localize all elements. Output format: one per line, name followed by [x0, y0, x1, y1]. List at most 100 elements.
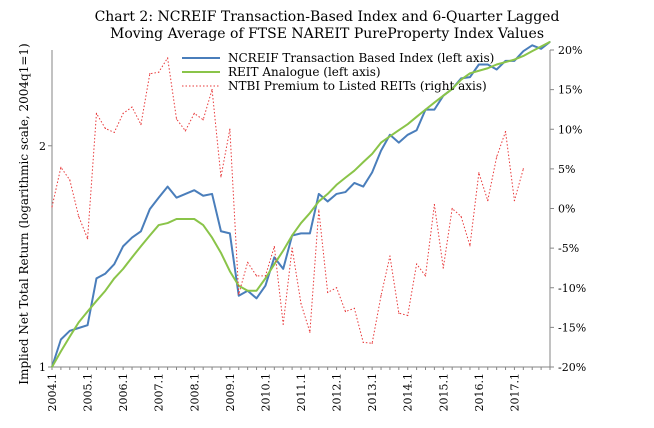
data-point	[469, 245, 471, 247]
data-point	[318, 200, 320, 203]
data-point	[398, 312, 400, 314]
right-tick-label: 10%	[558, 123, 582, 136]
data-point	[362, 161, 364, 163]
data-point	[282, 250, 284, 252]
data-point	[344, 191, 347, 193]
data-point	[69, 330, 71, 332]
data-point	[513, 59, 516, 61]
legend: NCREIF Transaction Based Index (left axi…	[182, 51, 494, 93]
data-point	[184, 218, 186, 220]
data-point	[113, 263, 115, 265]
data-point	[140, 245, 142, 247]
data-point	[496, 63, 498, 66]
data-point	[78, 321, 80, 323]
data-point	[113, 277, 115, 279]
data-point	[140, 230, 142, 232]
data-point	[469, 72, 471, 74]
x-tick-label: 2010.1	[259, 373, 272, 412]
data-point	[344, 177, 347, 179]
data-point	[158, 197, 160, 199]
x-tick-label: 2009.1	[224, 373, 237, 412]
data-point	[167, 185, 169, 188]
data-point	[238, 293, 240, 295]
right-tick-label: 0%	[558, 203, 575, 216]
data-point	[78, 215, 80, 218]
data-point	[371, 342, 373, 344]
data-point	[487, 67, 489, 69]
data-point	[131, 236, 133, 239]
axes: 1 2 -20% -15% -10% -5% 0% 5% 10% 15% 20% 2004.1 2005…	[39, 44, 586, 412]
data-point	[371, 171, 373, 173]
data-point	[380, 150, 382, 152]
data-point	[335, 287, 338, 289]
data-point	[442, 95, 444, 97]
data-point	[309, 232, 311, 234]
data-point	[282, 268, 284, 270]
data-point	[184, 193, 186, 195]
data-point	[291, 247, 293, 249]
data-point	[122, 245, 124, 247]
data-point	[149, 208, 151, 210]
data-point	[175, 218, 178, 220]
data-point	[318, 209, 320, 211]
data-point	[175, 197, 178, 199]
data-point	[86, 324, 89, 326]
data-point	[416, 129, 418, 131]
data-point	[211, 193, 213, 195]
x-tick-label: 2011.1	[295, 373, 308, 412]
right-tick-label: 5%	[558, 163, 575, 176]
data-point	[229, 270, 231, 272]
data-point	[211, 236, 213, 239]
data-point	[131, 256, 133, 258]
data-point	[220, 230, 222, 232]
data-point	[122, 112, 124, 114]
chart-title: Chart 2: NCREIF Transaction-Based Index …	[95, 9, 560, 25]
data-point	[362, 185, 364, 188]
data-point	[255, 275, 258, 277]
data-point	[229, 232, 231, 234]
data-point	[549, 41, 551, 43]
x-tick-label: 2005.1	[82, 373, 95, 412]
data-point	[531, 50, 533, 52]
legend-entry: REIT Analogue (left axis)	[228, 65, 381, 79]
data-point	[95, 277, 98, 279]
data-point	[353, 182, 355, 184]
data-point	[300, 232, 302, 234]
data-point	[238, 295, 240, 297]
data-point	[496, 156, 498, 158]
data-point	[273, 256, 275, 258]
data-point	[362, 341, 364, 344]
data-point	[247, 261, 249, 263]
right-tick-label: -20%	[558, 361, 586, 374]
data-point	[220, 176, 222, 178]
data-point	[522, 55, 524, 57]
x-tick-label: 2008.1	[188, 373, 201, 412]
data-point	[193, 218, 195, 220]
x-tick-label: 2014.1	[402, 373, 415, 412]
data-point	[202, 224, 204, 226]
data-point	[380, 295, 382, 297]
data-point	[353, 170, 355, 172]
data-point	[451, 88, 453, 90]
legend-entry: NCREIF Transaction Based Index (left axi…	[228, 51, 494, 65]
data-point	[104, 290, 106, 292]
data-point	[327, 193, 329, 195]
data-point	[202, 195, 204, 197]
data-point	[202, 119, 204, 121]
data-point	[442, 267, 444, 269]
data-point	[60, 350, 62, 353]
data-point	[282, 323, 284, 325]
data-point	[95, 112, 98, 114]
series-line	[51, 57, 524, 344]
right-tick-label: -10%	[558, 282, 586, 295]
data-point	[149, 234, 151, 237]
right-tick-label: 20%	[558, 44, 582, 57]
data-point	[264, 277, 267, 279]
data-point	[353, 307, 355, 309]
data-point	[51, 366, 53, 368]
legend-entry: NTBI Premium to Listed REITs (right axis…	[228, 79, 487, 93]
data-point	[264, 285, 267, 287]
data-point	[131, 106, 133, 108]
data-point	[451, 207, 453, 210]
